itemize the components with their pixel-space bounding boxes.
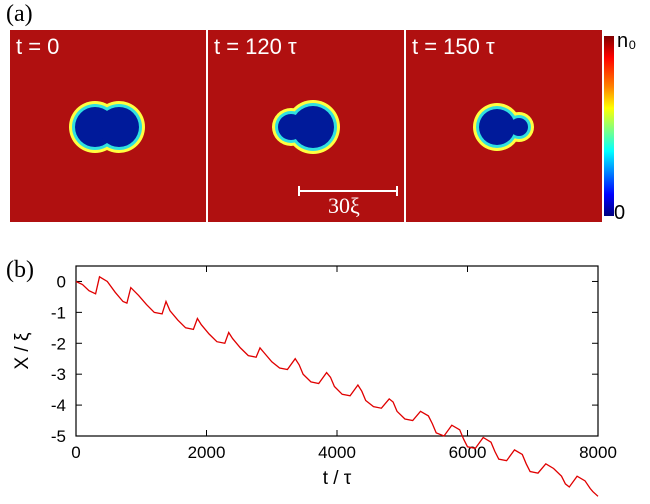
y-tick-label: -3 xyxy=(51,365,66,384)
snapshot-t0: t = 0 xyxy=(10,30,206,222)
scale-bar-tick xyxy=(298,186,300,196)
snapshot-time-label: t = 150 τ xyxy=(412,34,495,59)
y-tick-label: -2 xyxy=(51,334,66,353)
snapshot-t120: t = 120 τ 30ξ xyxy=(208,30,404,222)
x-axis-title: t / τ xyxy=(323,468,352,489)
snapshot-time-label: t = 0 xyxy=(16,34,60,59)
colorbar xyxy=(604,36,614,216)
snapshot-time-label: t = 120 τ xyxy=(214,34,297,59)
scale-bar xyxy=(298,190,398,192)
panel-a-label: (a) xyxy=(6,1,33,27)
y-tick-label: -5 xyxy=(51,427,66,446)
x-tick-label: 4000 xyxy=(318,443,356,462)
density-blob xyxy=(69,101,145,153)
plot-frame xyxy=(75,265,599,437)
line-chart: 0 2000 4000 6000 8000 0 -1 -2 -3 -4 -5 t / τ X / ξ xyxy=(12,265,617,497)
panel-b-label: (b) xyxy=(6,257,34,283)
scale-bar-label: 30ξ xyxy=(328,193,360,218)
snapshot-t150: t = 150 τ xyxy=(406,30,602,222)
x-tick-label: 0 xyxy=(71,443,80,462)
x-tick-label: 8000 xyxy=(579,443,617,462)
scale-bar-tick xyxy=(396,186,398,196)
density-blob xyxy=(272,100,340,154)
colorbar-min-label: 0 xyxy=(614,202,626,224)
series-line xyxy=(75,275,599,497)
y-tick-label: -4 xyxy=(51,396,66,415)
colorbar-max-label: n₀ xyxy=(617,30,637,52)
x-tick-label: 6000 xyxy=(449,443,487,462)
density-blob xyxy=(473,103,534,151)
y-axis-title: X / ξ xyxy=(12,332,33,370)
x-tick-label: 2000 xyxy=(188,443,226,462)
y-tick-label: -1 xyxy=(51,303,66,322)
y-tick-label: 0 xyxy=(57,272,66,291)
